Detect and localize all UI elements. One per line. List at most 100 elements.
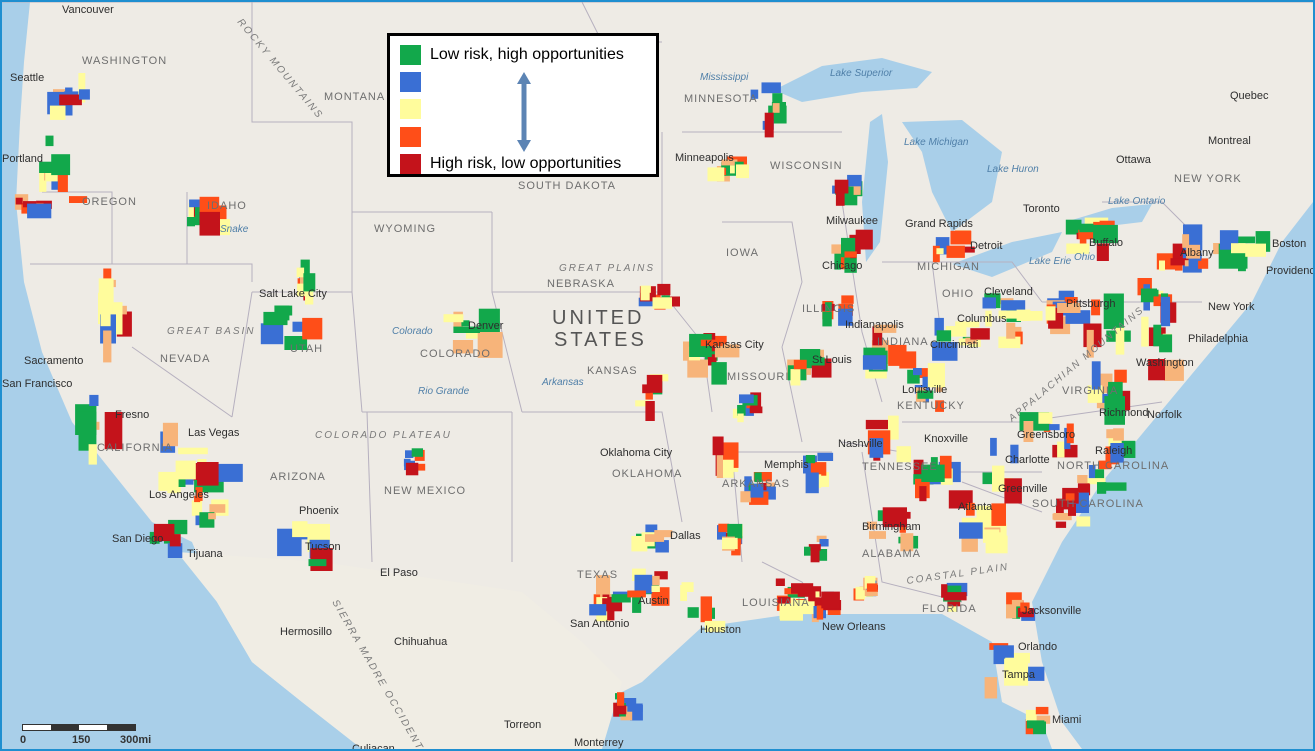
risk-area[interactable] xyxy=(292,521,308,538)
risk-area[interactable] xyxy=(913,368,922,376)
risk-area[interactable] xyxy=(1055,521,1067,528)
risk-area[interactable] xyxy=(209,504,226,513)
risk-area[interactable] xyxy=(749,406,763,414)
risk-area[interactable] xyxy=(934,317,944,336)
risk-area[interactable] xyxy=(740,491,751,503)
risk-area[interactable] xyxy=(1077,483,1090,492)
risk-area[interactable] xyxy=(970,328,990,340)
risk-area[interactable] xyxy=(982,472,999,485)
risk-area[interactable] xyxy=(1056,498,1064,520)
risk-area[interactable] xyxy=(1011,599,1023,607)
risk-area[interactable] xyxy=(874,324,897,333)
risk-area[interactable] xyxy=(1045,306,1056,321)
risk-area[interactable] xyxy=(754,472,762,483)
risk-area[interactable] xyxy=(1098,460,1112,470)
risk-area[interactable] xyxy=(305,284,314,305)
risk-area[interactable] xyxy=(717,525,727,540)
risk-area[interactable] xyxy=(651,585,660,592)
risk-area[interactable] xyxy=(1245,243,1266,257)
risk-area[interactable] xyxy=(958,338,971,346)
risk-area[interactable] xyxy=(405,462,419,476)
risk-area[interactable] xyxy=(790,369,801,386)
risk-area[interactable] xyxy=(965,337,977,344)
risk-area[interactable] xyxy=(808,590,816,602)
risk-area[interactable] xyxy=(646,374,663,393)
risk-area[interactable] xyxy=(443,314,464,323)
risk-area[interactable] xyxy=(51,154,71,176)
risk-area[interactable] xyxy=(654,530,673,538)
risk-area[interactable] xyxy=(1066,423,1074,444)
risk-area[interactable] xyxy=(1088,465,1096,482)
risk-area[interactable] xyxy=(15,197,23,205)
risk-area[interactable] xyxy=(822,311,832,327)
risk-area[interactable] xyxy=(103,330,112,363)
risk-area[interactable] xyxy=(947,601,957,612)
risk-area[interactable] xyxy=(772,103,780,113)
risk-area[interactable] xyxy=(1113,428,1124,441)
risk-area[interactable] xyxy=(645,534,665,542)
risk-area[interactable] xyxy=(645,401,655,421)
risk-area[interactable] xyxy=(955,321,980,328)
risk-area[interactable] xyxy=(1068,504,1076,516)
risk-area[interactable] xyxy=(704,620,726,632)
risk-area[interactable] xyxy=(764,482,775,490)
risk-area[interactable] xyxy=(866,583,878,592)
risk-area[interactable] xyxy=(896,446,912,463)
risk-area[interactable] xyxy=(284,336,308,350)
risk-area[interactable] xyxy=(112,302,123,335)
risk-area[interactable] xyxy=(302,317,323,340)
risk-area[interactable] xyxy=(187,217,195,227)
risk-area[interactable] xyxy=(700,596,712,623)
risk-area[interactable] xyxy=(654,571,668,580)
risk-area[interactable] xyxy=(761,82,781,94)
risk-area[interactable] xyxy=(477,332,503,358)
risk-area[interactable] xyxy=(1188,258,1201,267)
risk-area[interactable] xyxy=(809,357,825,366)
risk-area[interactable] xyxy=(1231,243,1246,254)
risk-area[interactable] xyxy=(199,211,221,236)
risk-area[interactable] xyxy=(739,394,754,404)
risk-area[interactable] xyxy=(872,326,883,346)
risk-area[interactable] xyxy=(1038,412,1053,424)
risk-area[interactable] xyxy=(27,203,52,219)
risk-area[interactable] xyxy=(89,394,99,406)
risk-area[interactable] xyxy=(1057,441,1065,458)
risk-area[interactable] xyxy=(1065,493,1075,501)
risk-area[interactable] xyxy=(855,229,873,250)
risk-area[interactable] xyxy=(461,320,470,327)
risk-area[interactable] xyxy=(810,462,827,476)
risk-area[interactable] xyxy=(1084,478,1106,485)
risk-area[interactable] xyxy=(414,463,426,471)
risk-area[interactable] xyxy=(845,186,854,201)
risk-area[interactable] xyxy=(817,452,834,461)
risk-area[interactable] xyxy=(835,190,845,206)
risk-area[interactable] xyxy=(78,73,86,103)
risk-area[interactable] xyxy=(998,336,1021,349)
risk-area[interactable] xyxy=(57,170,68,192)
risk-area[interactable] xyxy=(985,310,992,327)
risk-area[interactable] xyxy=(834,179,849,194)
risk-area[interactable] xyxy=(946,245,965,258)
risk-area[interactable] xyxy=(1093,224,1118,244)
risk-area[interactable] xyxy=(750,483,764,498)
risk-area[interactable] xyxy=(981,529,1000,538)
risk-area[interactable] xyxy=(179,478,194,485)
risk-area[interactable] xyxy=(864,576,876,589)
risk-area[interactable] xyxy=(596,575,611,599)
risk-area[interactable] xyxy=(69,196,88,203)
risk-area[interactable] xyxy=(39,161,52,173)
risk-area[interactable] xyxy=(985,535,1008,554)
risk-area[interactable] xyxy=(292,321,307,332)
risk-area[interactable] xyxy=(178,447,208,455)
risk-area[interactable] xyxy=(1026,720,1045,729)
risk-area[interactable] xyxy=(744,476,752,492)
risk-area[interactable] xyxy=(1065,310,1091,324)
risk-area[interactable] xyxy=(869,531,886,539)
risk-area[interactable] xyxy=(718,523,730,533)
risk-area[interactable] xyxy=(277,305,293,316)
risk-area[interactable] xyxy=(88,444,97,465)
risk-area[interactable] xyxy=(737,405,746,416)
risk-area[interactable] xyxy=(1097,482,1107,494)
risk-area[interactable] xyxy=(1238,248,1246,272)
